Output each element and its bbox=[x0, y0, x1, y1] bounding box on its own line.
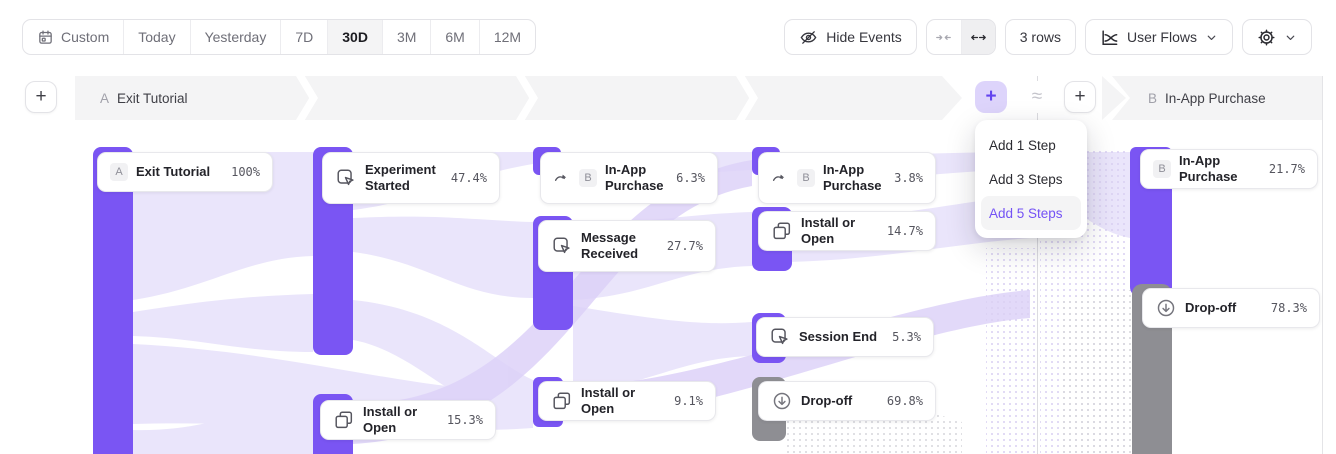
panel-edge-line bbox=[1322, 76, 1323, 454]
add-steps-menu: Add 1 Step Add 3 Steps Add 5 Steps bbox=[975, 120, 1087, 238]
flow-node-session-end[interactable]: Session End 5.3% bbox=[756, 317, 934, 357]
flow-node-in-app-purchase[interactable]: B In-App Purchase 3.8% bbox=[758, 152, 936, 204]
step-letter-badge: B bbox=[1153, 160, 1171, 178]
eye-off-icon bbox=[799, 28, 818, 47]
step-letter-badge: B bbox=[579, 169, 597, 187]
drop-off-icon bbox=[771, 390, 793, 412]
gear-icon bbox=[1257, 28, 1276, 47]
spacing-toggle bbox=[925, 19, 996, 55]
date-range-12m[interactable]: 12M bbox=[493, 29, 522, 45]
add-steps-button[interactable]: + bbox=[975, 81, 1007, 113]
jump-arrow-icon bbox=[553, 169, 571, 187]
date-range-control: Custom Today Yesterday 7D 30D 3M 6M 12M bbox=[22, 19, 537, 55]
install-icon bbox=[333, 409, 355, 431]
path-b-letter: B bbox=[1148, 90, 1158, 106]
date-range-yesterday[interactable]: Yesterday bbox=[191, 20, 282, 54]
date-range-3m[interactable]: 3M bbox=[383, 20, 432, 54]
flow-node-install-or-open[interactable]: Install or Open 15.3% bbox=[320, 400, 496, 440]
step-band-row: + A Exit Tutorial + ≈ + B In-App Purchas… bbox=[0, 76, 1336, 120]
flow-node-drop-off[interactable]: Drop-off 69.8% bbox=[758, 381, 936, 421]
drop-off-icon bbox=[1155, 297, 1177, 319]
view-selector-label: User Flows bbox=[1126, 29, 1197, 45]
flow-node-experiment-started[interactable]: Experiment Started 47.4% bbox=[322, 152, 500, 204]
flow-node-message-received[interactable]: Message Received 27.7% bbox=[538, 220, 716, 272]
date-range-label: Custom bbox=[61, 29, 110, 45]
step-letter-badge: A bbox=[110, 163, 128, 181]
flow-node-in-app-purchase[interactable]: B In-App Purchase 6.3% bbox=[540, 152, 718, 204]
flow-node-exit-tutorial[interactable]: A Exit Tutorial 100% bbox=[97, 152, 273, 192]
add-step-before-button[interactable]: + bbox=[25, 81, 57, 113]
date-range-30d[interactable]: 30D bbox=[328, 20, 383, 54]
date-range-custom[interactable]: Custom bbox=[23, 20, 125, 54]
settings-button[interactable] bbox=[1242, 19, 1312, 55]
tap-event-icon bbox=[551, 235, 573, 257]
flow-node-in-app-purchase-b[interactable]: B In-App Purchase 21.7% bbox=[1140, 149, 1318, 189]
panel-divider-line bbox=[1037, 76, 1038, 454]
rows-label: 3 rows bbox=[1019, 29, 1061, 45]
date-range-6m[interactable]: 6M bbox=[431, 20, 480, 54]
install-icon bbox=[551, 390, 573, 412]
path-a-label: A Exit Tutorial bbox=[100, 90, 188, 106]
hide-events-button[interactable]: Hide Events bbox=[784, 19, 917, 55]
flow-node-install-or-open[interactable]: Install or Open 14.7% bbox=[758, 211, 936, 251]
chevron-down-icon bbox=[1205, 31, 1218, 44]
rows-button[interactable]: 3 rows bbox=[1004, 19, 1076, 55]
hide-events-label: Hide Events bbox=[826, 29, 902, 45]
tap-event-icon bbox=[769, 326, 791, 348]
path-a-letter: A bbox=[100, 90, 110, 106]
expand-columns-button[interactable] bbox=[960, 20, 995, 54]
chevron-down-icon bbox=[1284, 31, 1297, 44]
step-letter-badge: B bbox=[797, 169, 815, 187]
menu-item-add-5-steps[interactable]: Add 5 Steps bbox=[981, 196, 1081, 230]
user-flows-chart-icon bbox=[1100, 28, 1119, 47]
approx-join-symbol: ≈ bbox=[1026, 81, 1048, 113]
flow-node-install-or-open[interactable]: Install or Open 9.1% bbox=[538, 381, 716, 421]
collapse-columns-button[interactable] bbox=[927, 20, 961, 54]
toolbar: Custom Today Yesterday 7D 30D 3M 6M 12M … bbox=[0, 0, 1336, 74]
jump-arrow-icon bbox=[771, 169, 789, 187]
path-b-label: B In-App Purchase bbox=[1148, 90, 1266, 106]
menu-item-add-3-steps[interactable]: Add 3 Steps bbox=[989, 171, 1063, 187]
path-band-a[interactable]: A Exit Tutorial bbox=[75, 76, 962, 120]
date-range-7d[interactable]: 7D bbox=[281, 20, 329, 54]
path-band-b[interactable]: B In-App Purchase bbox=[1112, 76, 1322, 120]
install-icon bbox=[771, 220, 793, 242]
arrows-outward-icon bbox=[970, 29, 987, 46]
arrows-inward-icon bbox=[935, 29, 952, 46]
tap-event-icon bbox=[335, 167, 357, 189]
flow-node-drop-off[interactable]: Drop-off 78.3% bbox=[1142, 288, 1320, 328]
flow-bar bbox=[93, 147, 133, 454]
date-range-today[interactable]: Today bbox=[124, 20, 191, 54]
add-step-right-button[interactable]: + bbox=[1064, 81, 1096, 113]
view-selector-button[interactable]: User Flows bbox=[1084, 19, 1233, 55]
toolbar-right: Hide Events 3 rows bbox=[784, 19, 1312, 55]
calendar-icon bbox=[37, 29, 54, 46]
menu-item-add-1-step[interactable]: Add 1 Step bbox=[989, 137, 1056, 153]
